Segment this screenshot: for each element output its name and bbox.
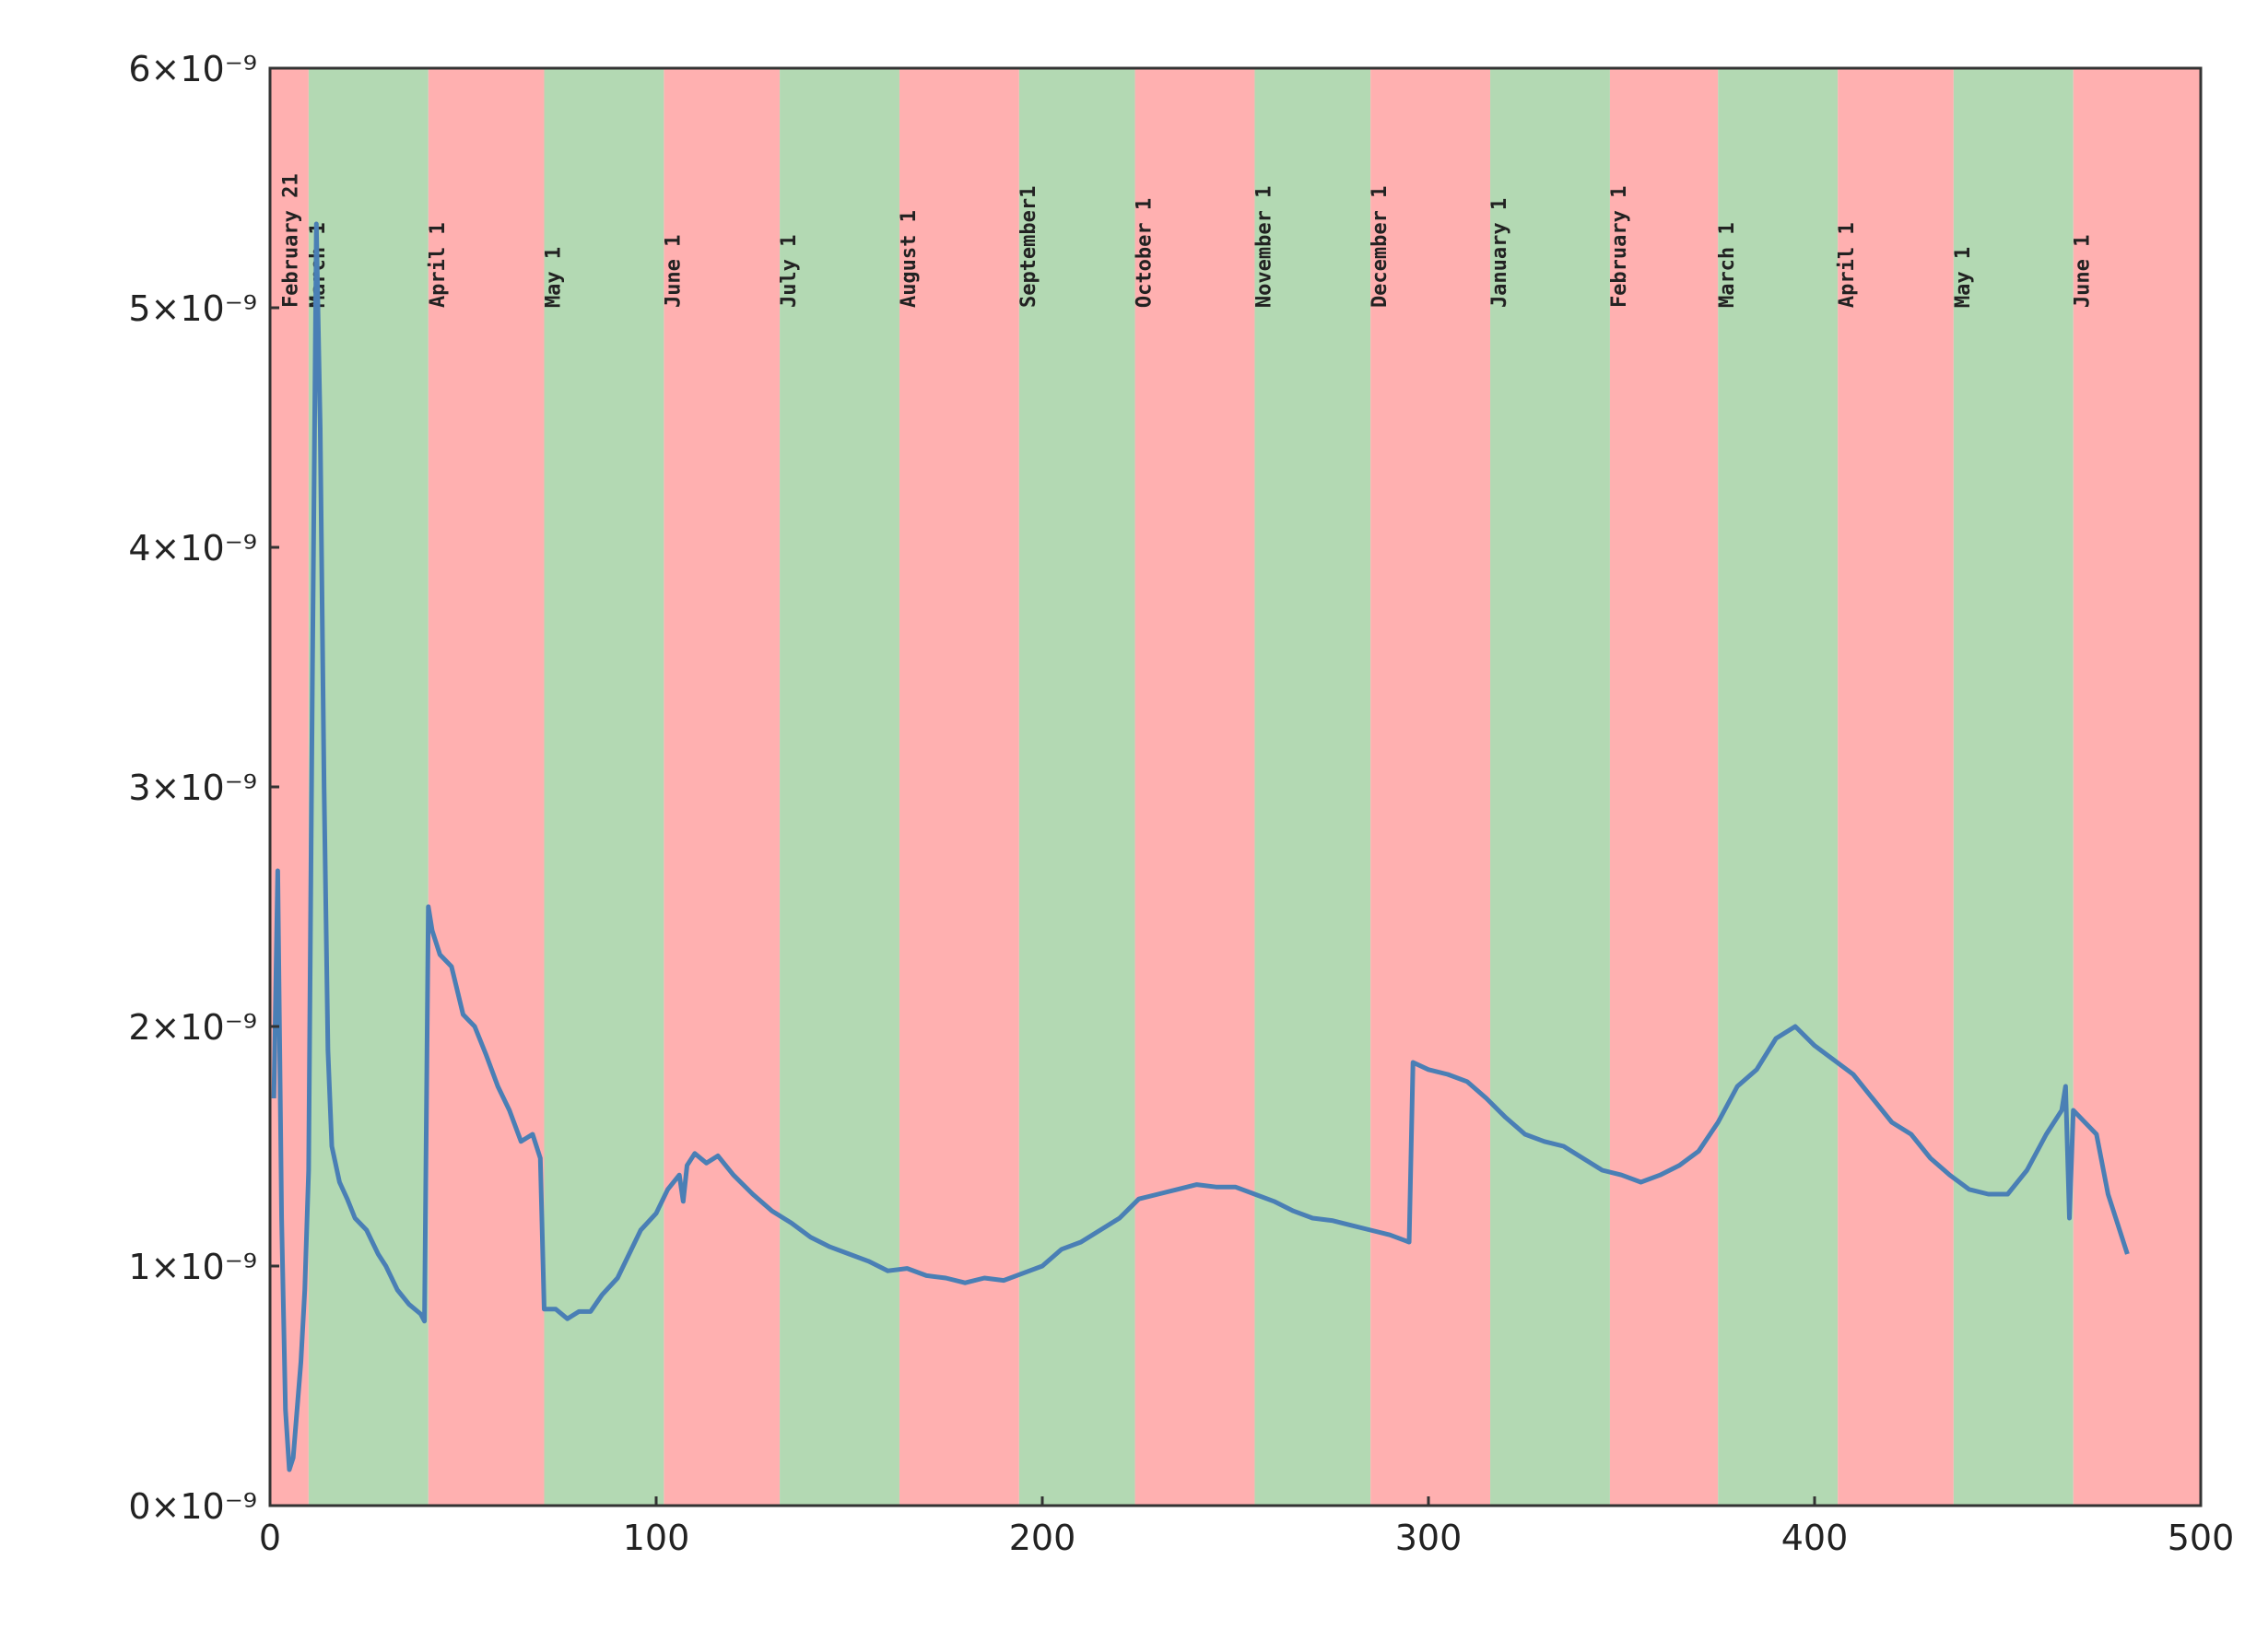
span bbox=[664, 68, 781, 1506]
annotation: February 1 bbox=[1608, 186, 1631, 308]
span bbox=[428, 68, 545, 1506]
annotation: June 1 bbox=[662, 235, 685, 308]
y-tick-label: 6×10⁻⁹ bbox=[128, 49, 257, 89]
y-tick-label: 5×10⁻⁹ bbox=[128, 288, 257, 329]
span bbox=[544, 68, 664, 1506]
x-tick-label: 200 bbox=[1009, 1518, 1076, 1558]
annotation: June 1 bbox=[2072, 235, 2095, 308]
annotation: October 1 bbox=[1134, 198, 1157, 308]
annotation: April 1 bbox=[1836, 222, 1859, 308]
span bbox=[899, 68, 1019, 1506]
y-tick-label: 1×10⁻⁹ bbox=[128, 1247, 257, 1287]
span bbox=[1254, 68, 1371, 1506]
annotation: April 1 bbox=[427, 222, 450, 308]
span bbox=[1718, 68, 1839, 1506]
x-tick-label: 500 bbox=[2168, 1518, 2235, 1558]
annotation: August 1 bbox=[898, 210, 921, 308]
annotation: May 1 bbox=[542, 247, 565, 308]
span bbox=[308, 68, 429, 1506]
annotation: May 1 bbox=[1952, 247, 1975, 308]
annotation: February 21 bbox=[280, 173, 303, 308]
y-tick-label: 4×10⁻⁹ bbox=[128, 528, 257, 569]
y-tick-label: 2×10⁻⁹ bbox=[128, 1007, 257, 1048]
span bbox=[2073, 68, 2201, 1506]
span bbox=[1838, 68, 1954, 1506]
annotation: December 1 bbox=[1369, 186, 1392, 308]
annotation: January 1 bbox=[1488, 198, 1511, 308]
x-tick-label: 400 bbox=[1781, 1518, 1849, 1558]
annotation: July 1 bbox=[778, 235, 801, 308]
y-tick-label: 3×10⁻⁹ bbox=[128, 768, 257, 808]
x-tick-label: 300 bbox=[1395, 1518, 1463, 1558]
span bbox=[1134, 68, 1255, 1506]
span bbox=[1370, 68, 1491, 1506]
y-tick-label: 0×10⁻⁹ bbox=[128, 1486, 257, 1527]
annotation: September1 bbox=[1017, 186, 1040, 308]
span bbox=[1609, 68, 1719, 1506]
annotation: November 1 bbox=[1252, 186, 1275, 308]
data-line bbox=[271, 221, 2130, 1472]
span bbox=[1490, 68, 1610, 1506]
x-tick-label: 0 bbox=[259, 1518, 281, 1558]
x-tick-label: 100 bbox=[623, 1518, 690, 1558]
span bbox=[1953, 68, 2074, 1506]
annotation: March 1 bbox=[1716, 222, 1739, 308]
